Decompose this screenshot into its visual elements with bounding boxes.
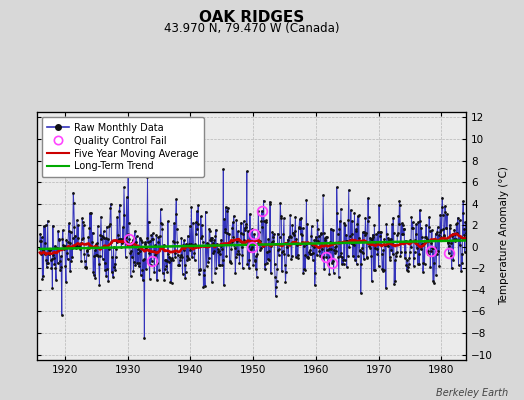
Text: Berkeley Earth: Berkeley Earth (436, 388, 508, 398)
Legend: Raw Monthly Data, Quality Control Fail, Five Year Moving Average, Long-Term Tren: Raw Monthly Data, Quality Control Fail, … (41, 117, 204, 177)
Y-axis label: Temperature Anomaly (°C): Temperature Anomaly (°C) (499, 166, 509, 306)
Text: OAK RIDGES: OAK RIDGES (199, 10, 304, 25)
Text: 43.970 N, 79.470 W (Canada): 43.970 N, 79.470 W (Canada) (164, 22, 339, 35)
